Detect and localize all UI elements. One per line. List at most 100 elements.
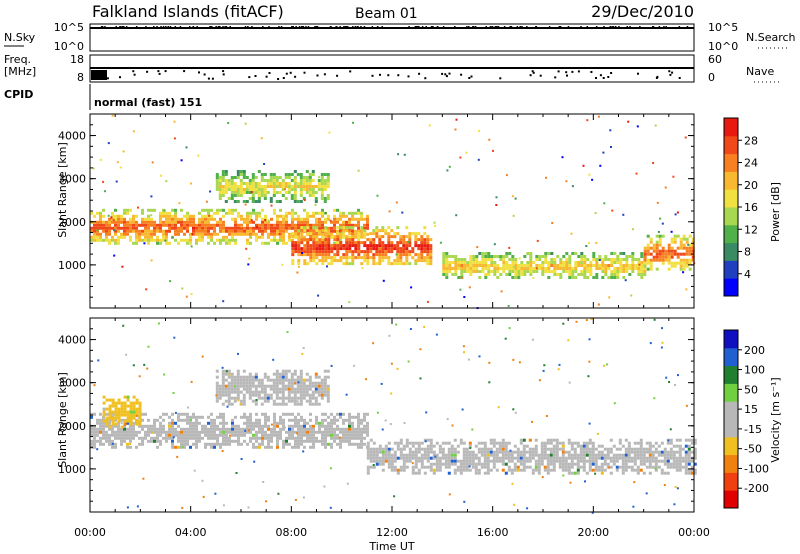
velocity-colorbar-tick-label: -100 [744,462,769,475]
velocity-cell [278,381,282,385]
velocity-cell [447,459,451,463]
velocity-scatter-cell [588,338,591,341]
power-cell [445,264,449,267]
velocity-cell [102,407,106,411]
power-cell [616,255,620,258]
power-scatter-cell [674,213,677,216]
power-scatter-cell [92,167,95,170]
nave-dot [211,77,214,80]
velocity-cell [621,471,625,475]
velocity-cell [522,438,526,442]
velocity-cell [240,427,243,431]
velocity-cell [123,419,127,423]
power-cell [210,226,213,230]
velocity-cell [582,456,586,460]
velocity-cell [195,442,198,446]
power-cell [296,200,300,203]
power-cell [93,223,96,227]
power-cell [505,252,509,255]
power-cell [90,220,93,224]
power-cell [408,253,412,257]
nave-dot [285,72,288,75]
power-cell [363,235,366,239]
velocity-cell [240,415,243,419]
power-cell [315,238,318,242]
power-cell [255,223,258,227]
power-cell [351,250,355,254]
velocity-cell [345,427,348,431]
velocity-scatter-cell [365,378,368,381]
power-cell [345,250,349,254]
nsearch-dot [189,26,191,29]
velocity-cell [567,462,571,466]
power-cell [114,223,117,227]
power-cell [360,229,364,233]
velocity-cell [114,436,117,440]
velocity-cell [522,456,526,460]
velocity-cell [183,433,186,437]
power-cell [198,226,201,230]
velocity-cell [210,436,213,440]
velocity-cell [324,427,327,431]
power-scatter-cell [340,231,343,234]
time-axis-label: Time UT [368,540,414,553]
velocity-cell [251,393,255,397]
power-cell [511,270,515,273]
velocity-colorbar-swatch [724,365,738,384]
power-cell [257,200,261,203]
power-cell [396,241,400,245]
velocity-cell [138,442,141,446]
power-cell [351,253,355,257]
power-cell [306,253,310,257]
velocity-cell [690,450,694,454]
velocity-cell [99,427,102,431]
velocity-scatter-cell [467,358,470,361]
velocity-cell [264,433,267,437]
power-cell [357,226,360,230]
velocity-cell [483,447,487,451]
velocity-cell [227,402,231,406]
power-cell [303,235,306,239]
power-cell [369,250,373,254]
power-cell [622,276,626,279]
power-scatter-cell [636,125,639,128]
power-cell [454,273,458,276]
power-scatter-cell [324,212,327,214]
velocity-cell [195,427,198,431]
power-cell [111,217,114,221]
velocity-cell [221,381,225,385]
velocity-cell [387,447,391,451]
power-cell [123,220,126,224]
velocity-cell [126,433,129,437]
power-cell [201,208,204,212]
velocity-cell [426,453,430,457]
nave-dot [460,73,463,76]
velocity-cell [108,418,111,422]
power-cell [508,252,512,255]
power-cell [249,211,252,215]
power-cell [637,261,641,264]
velocity-cell [314,402,318,406]
velocity-cell [357,412,360,416]
nsearch-dot [278,26,280,29]
velocity-cell [239,399,243,403]
velocity-cell [657,453,661,457]
power-scatter-cell [656,201,659,204]
velocity-cell [320,393,324,397]
power-scatter-cell [465,151,468,154]
velocity-cell [198,421,201,425]
velocity-cell [141,439,144,443]
velocity-cell [281,375,285,379]
power-cell [399,262,403,266]
velocity-cell [216,442,219,446]
velocity-scatter-cell [152,431,154,434]
velocity-cell [561,456,565,460]
power-cell [682,261,686,265]
power-cell [111,214,114,218]
power-cell [580,258,584,261]
velocity-scatter-cell [286,331,289,334]
velocity-cell [432,450,436,454]
freq-trace [90,67,694,80]
power-cell [396,226,400,230]
power-cell [299,200,303,203]
